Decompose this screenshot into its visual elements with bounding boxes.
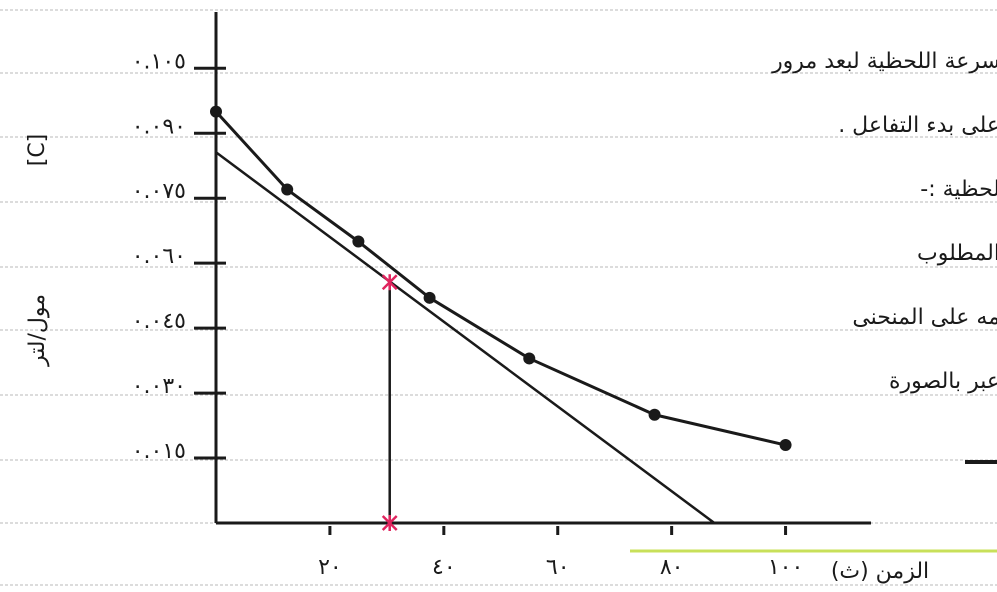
data-point [780,439,792,451]
data-point [649,409,661,421]
data-point [523,352,535,364]
y-tick-label: ٠.٠٦٠ [132,244,186,269]
note-text: مه على المنحنى [852,305,997,330]
note-text: المطلوب [917,241,997,266]
y-tick-label: ٠.١٠٥ [132,49,186,74]
y-tick-label: ٠.٠١٥ [132,439,186,464]
note-text: على بدء التفاعل . [838,113,997,138]
x-tick-label: ٢٠ [318,555,342,580]
x-tick-label: ٦٠ [546,555,570,580]
data-point [281,184,293,196]
paper [0,0,997,592]
y-tick-label: ٠.٠٤٥ [132,309,186,334]
y-axis-unit: مول/لتر [25,294,50,367]
data-point [210,106,222,118]
chart: [C] مول/لتر الزمن (ث) ٠.٠١٥ ٠.٠٣٠ ٠.٠٤٥ ٠.٠… [0,0,997,592]
y-tick-label: ٠.٠٣٠ [132,374,186,399]
note-text: سرعة اللحظية لبعد مرور [771,49,997,74]
y-tick-label: ٠.٠٧٥ [132,179,186,204]
note-text: لحظية :- [920,177,997,202]
y-axis-label: [C] [25,134,50,167]
note-text: عبر بالصورة [889,369,997,394]
x-axis-label: الزمن (ث) [831,559,929,584]
data-point [352,236,364,248]
x-tick-label: ١٠٠ [768,555,803,580]
x-tick-label: ٤٠ [432,555,456,580]
x-tick-label: ٨٠ [660,555,684,580]
y-tick-label: ٠.٠٩٠ [132,114,186,139]
data-point [424,292,436,304]
